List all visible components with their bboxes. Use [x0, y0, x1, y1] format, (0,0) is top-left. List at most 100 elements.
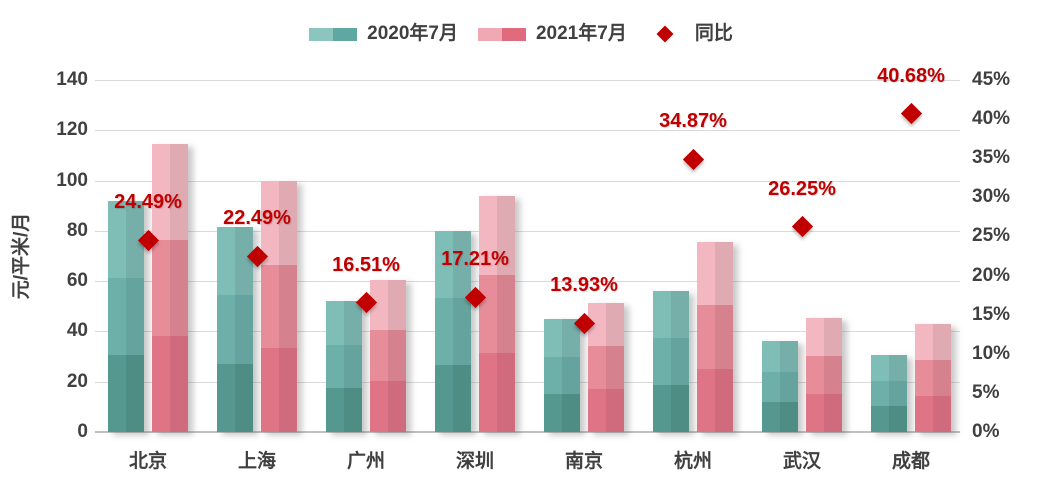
bar-segment — [762, 341, 798, 372]
x-axis-label-杭州: 杭州 — [673, 451, 712, 472]
bar-segment — [370, 330, 406, 382]
gridline — [95, 180, 960, 182]
yoy-label-广州: 16.51% — [332, 253, 400, 276]
bar-2021-南京 — [588, 303, 624, 432]
bar-segment — [435, 364, 471, 432]
plot-area: 24.49% 22.49% 16.51% 17.21% 13.93% 34.87% 26.2… — [95, 65, 960, 433]
right-axis-tick: 20% — [972, 264, 1011, 286]
legend-swatch-2020-icon — [309, 27, 358, 41]
legend-label-2020: 2020年7月 — [367, 23, 458, 44]
left-axis-tick: 60 — [66, 270, 88, 292]
bar-segment — [217, 227, 253, 296]
bar-segment — [370, 381, 406, 432]
bar-segment — [806, 317, 842, 356]
yoy-label-杭州: 34.87% — [659, 110, 727, 133]
gridline — [95, 331, 960, 333]
bar-segment — [479, 353, 515, 432]
right-axis-tick: 15% — [972, 303, 1011, 325]
yoy-diamond-成都 — [900, 103, 922, 125]
right-axis-tick: 25% — [972, 225, 1011, 247]
bar-2021-广州 — [370, 279, 406, 433]
bar-2020-深圳 — [435, 230, 471, 433]
right-axis-tick: 35% — [972, 147, 1011, 169]
bar-segment — [152, 240, 188, 337]
right-axis-tick: 45% — [972, 69, 1011, 90]
yoy-label-北京: 24.49% — [114, 191, 182, 214]
bar-segment — [871, 355, 907, 381]
x-axis-label-北京: 北京 — [128, 451, 167, 472]
bar-segment — [697, 305, 733, 369]
bar-segment — [108, 277, 144, 355]
x-axis-label-深圳: 深圳 — [455, 451, 494, 472]
bar-segment — [653, 385, 689, 432]
x-axis-label-成都: 成都 — [891, 451, 930, 472]
bar-segment — [152, 336, 188, 432]
yoy-diamond-杭州 — [682, 148, 704, 170]
bar-2021-深圳 — [479, 196, 515, 432]
bar-segment — [915, 396, 951, 432]
legend-swatch-2021-icon — [477, 27, 526, 41]
left-axis-tick: 40 — [66, 320, 88, 342]
bar-2020-杭州 — [653, 291, 689, 432]
bar-2021-武汉 — [806, 317, 842, 433]
bar-segment — [261, 264, 297, 349]
gridline — [95, 381, 960, 383]
bar-segment — [435, 297, 471, 365]
bar-2021-杭州 — [697, 242, 733, 432]
bar-segment — [762, 401, 798, 432]
bar-2021-成都 — [915, 324, 951, 432]
right-axis-tick: 0% — [972, 421, 1000, 442]
legend-label-2021: 2021年7月 — [535, 23, 627, 44]
bar-segment — [697, 242, 733, 306]
bar-segment — [806, 393, 842, 432]
bar-segment — [108, 354, 144, 432]
gridline — [95, 130, 960, 132]
gridline — [95, 431, 960, 433]
gridline — [95, 80, 960, 81]
bar-segment — [653, 291, 689, 339]
bar-segment — [697, 368, 733, 432]
bar-2020-上海 — [217, 227, 253, 432]
bar-2020-广州 — [326, 301, 362, 432]
bar-segment — [588, 346, 624, 389]
bar-segment — [261, 348, 297, 432]
bar-segment — [326, 388, 362, 432]
bar-2020-成都 — [871, 355, 907, 432]
bar-segment — [871, 406, 907, 432]
left-axis-tick: 140 — [56, 69, 88, 90]
yoy-label-南京: 13.93% — [550, 274, 618, 297]
bar-2020-北京 — [108, 200, 144, 433]
bar-segment — [871, 380, 907, 407]
x-axis-label-武汉: 武汉 — [782, 451, 821, 472]
bar-segment — [653, 338, 689, 386]
bar-segment — [370, 279, 406, 331]
bar-segment — [217, 363, 253, 432]
left-axis-tick: 120 — [56, 119, 88, 141]
bar-segment — [544, 394, 580, 432]
bar-segment — [915, 360, 951, 397]
gridline — [95, 281, 960, 283]
x-axis-label-上海: 上海 — [237, 451, 276, 472]
bar-2020-武汉 — [762, 341, 798, 432]
gridline — [95, 230, 960, 232]
yoy-label-武汉: 26.25% — [768, 177, 836, 200]
legend-diamond-icon — [656, 25, 674, 43]
bar-segment — [762, 371, 798, 402]
y-axis-title: 元/平米/月 — [11, 212, 32, 300]
legend-label-yoy: 同比 — [694, 23, 733, 44]
left-axis-tick: 100 — [56, 169, 88, 191]
right-axis-tick: 30% — [972, 186, 1011, 208]
right-axis-tick: 10% — [972, 342, 1011, 364]
left-axis-tick: 0 — [77, 421, 88, 442]
right-axis-tick: 40% — [972, 108, 1011, 130]
yoy-diamond-武汉 — [791, 216, 813, 238]
yoy-label-深圳: 17.21% — [441, 248, 509, 271]
bar-segment — [479, 274, 515, 354]
bar-segment — [806, 355, 842, 394]
x-axis-label-广州: 广州 — [346, 451, 385, 472]
yoy-label-上海: 22.49% — [223, 207, 291, 230]
left-axis-tick: 20 — [66, 370, 88, 392]
bar-segment — [217, 295, 253, 364]
legend: 2020年7月 2021年7月 同比 — [0, 22, 1042, 46]
